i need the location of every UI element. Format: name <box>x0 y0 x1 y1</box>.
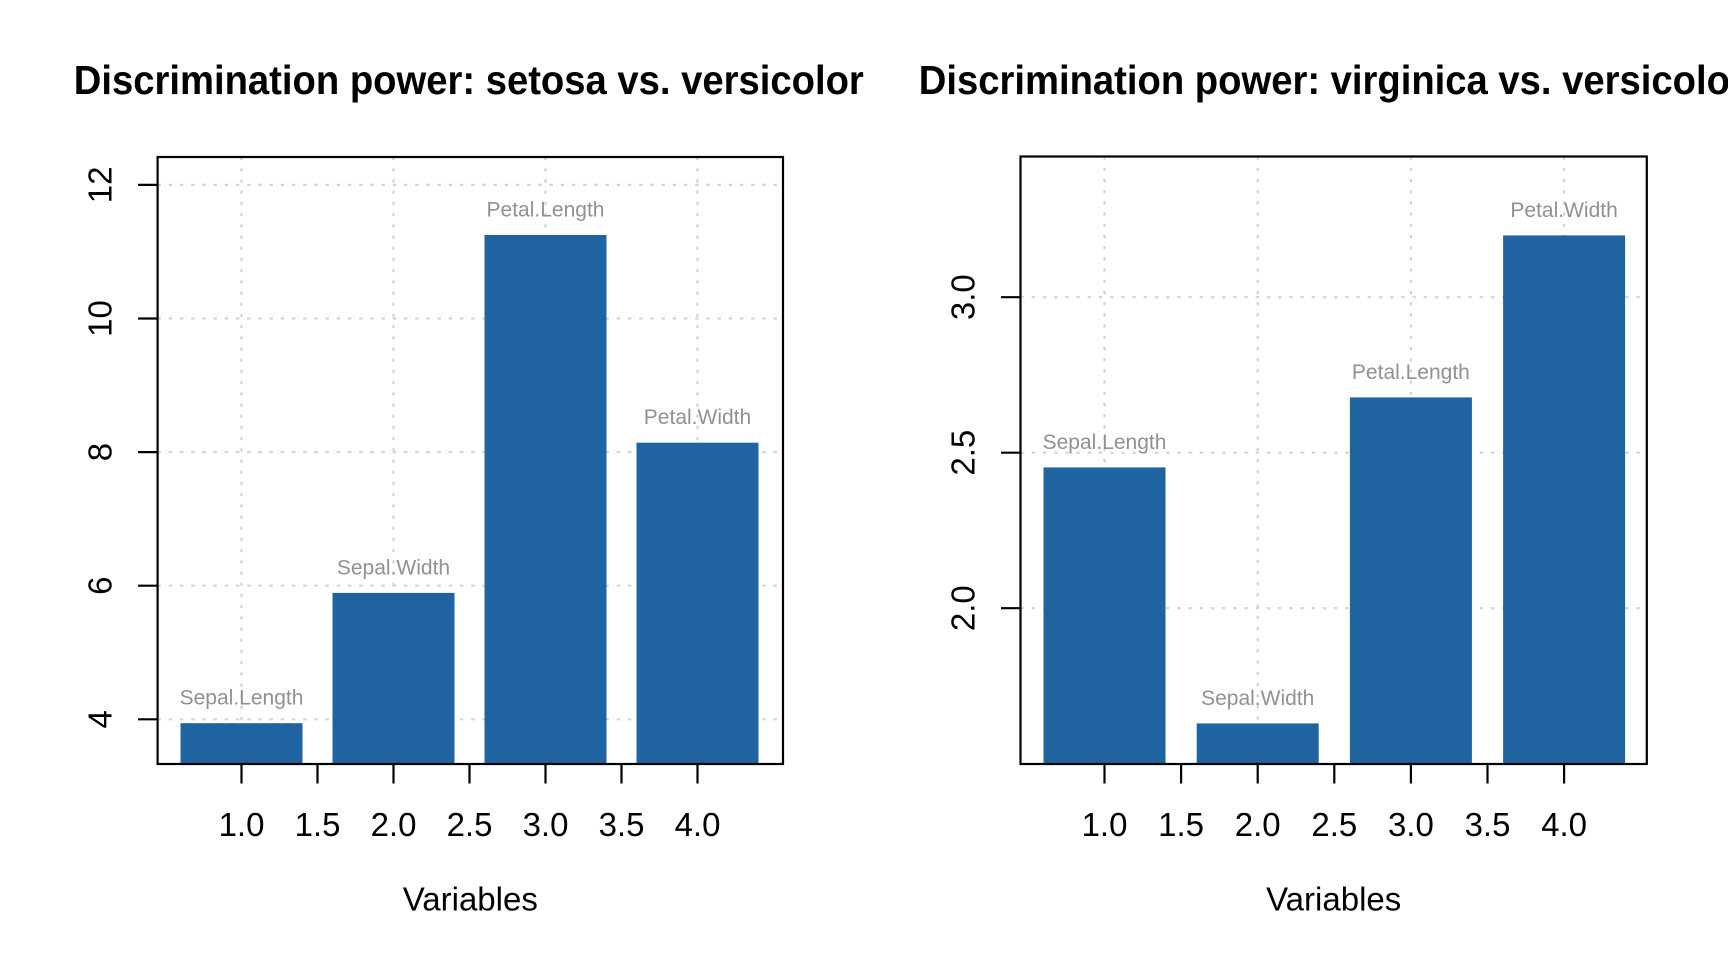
svg-text:Discrimination power: virginic: Discrimination power: virginica vs. vers… <box>919 57 1728 103</box>
svg-text:Variables: Variables <box>403 881 538 918</box>
svg-text:1.0: 1.0 <box>1082 806 1128 843</box>
svg-text:Variables: Variables <box>1266 881 1401 918</box>
svg-text:2.0: 2.0 <box>1235 806 1281 843</box>
svg-text:3.0: 3.0 <box>1388 806 1434 843</box>
svg-text:3.5: 3.5 <box>1465 806 1511 843</box>
svg-text:2.0: 2.0 <box>945 585 982 631</box>
svg-text:3.0: 3.0 <box>523 806 569 843</box>
svg-text:Petal.Length: Petal.Length <box>1352 361 1470 384</box>
svg-text:Sepal.Length: Sepal.Length <box>180 687 304 710</box>
svg-text:Sepal.Width: Sepal.Width <box>1201 687 1314 710</box>
svg-text:1.0: 1.0 <box>219 806 265 843</box>
svg-text:2.5: 2.5 <box>1311 806 1357 843</box>
svg-text:Discrimination power: setosa v: Discrimination power: setosa vs. versico… <box>74 57 864 103</box>
svg-text:2.5: 2.5 <box>447 806 493 843</box>
svg-text:2.0: 2.0 <box>371 806 417 843</box>
svg-text:12: 12 <box>82 167 119 204</box>
svg-text:Sepal.Length: Sepal.Length <box>1043 431 1167 454</box>
svg-text:1.5: 1.5 <box>295 806 341 843</box>
svg-text:10: 10 <box>82 300 119 337</box>
svg-text:4: 4 <box>82 710 119 728</box>
svg-text:Sepal.Width: Sepal.Width <box>337 556 450 579</box>
svg-text:Petal.Width: Petal.Width <box>644 406 751 429</box>
svg-text:3.5: 3.5 <box>599 806 645 843</box>
svg-text:2.5: 2.5 <box>945 430 982 476</box>
svg-text:Petal.Length: Petal.Length <box>487 199 605 222</box>
svg-text:1.5: 1.5 <box>1158 806 1204 843</box>
svg-text:4.0: 4.0 <box>675 806 721 843</box>
svg-text:Petal.Width: Petal.Width <box>1510 199 1617 222</box>
svg-text:6: 6 <box>82 577 119 595</box>
svg-text:8: 8 <box>82 443 119 461</box>
svg-text:3.0: 3.0 <box>945 274 982 320</box>
svg-text:4.0: 4.0 <box>1541 806 1587 843</box>
